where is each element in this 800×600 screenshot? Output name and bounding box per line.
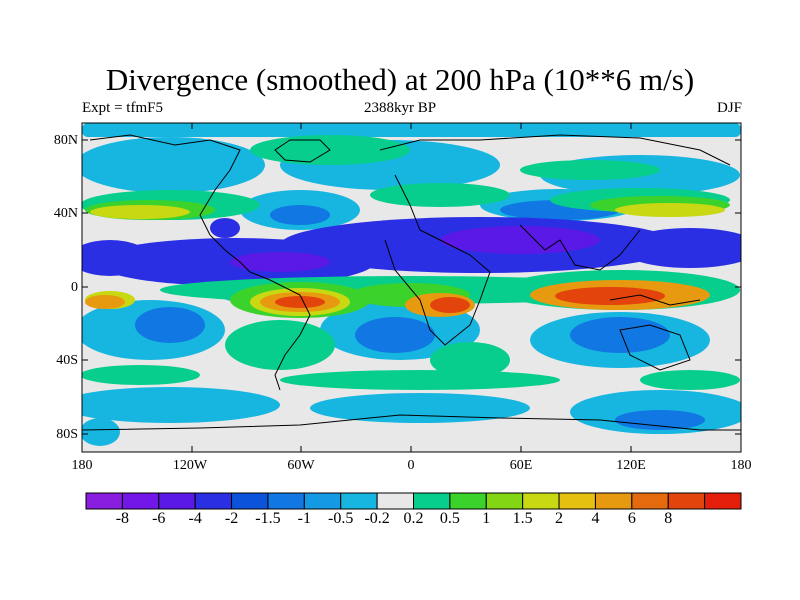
colorbar-box-10 <box>449 492 487 510</box>
lon-tick-180e: 180 <box>730 458 752 473</box>
colorbar-label: 8 <box>664 510 673 527</box>
colorbar-label: -8 <box>115 510 130 527</box>
lat-tick-0: 0 <box>71 280 78 295</box>
lat-tick-80s: 80S <box>56 427 78 442</box>
colorbar-box-11 <box>485 492 524 510</box>
colorbar-box-17 <box>704 492 742 510</box>
colorbar-label: 1 <box>482 510 491 527</box>
colorbar-label: 1.5 <box>512 510 533 527</box>
colorbar-box-6 <box>303 492 342 510</box>
colorbar-box-14 <box>594 492 633 510</box>
lon-tick-120e: 120E <box>616 458 646 473</box>
colorbar-label: -0.2 <box>364 510 390 527</box>
colorbar-label: 0.2 <box>403 510 424 527</box>
lon-tick-0: 0 <box>407 458 415 473</box>
colorbar-label: -1.5 <box>255 510 281 527</box>
colorbar-box-12 <box>522 492 560 510</box>
season-label: DJF <box>716 100 742 116</box>
colorbar-box-16 <box>667 492 706 510</box>
colorbar-box-4 <box>231 492 269 510</box>
lat-tick-80n: 80N <box>53 133 78 148</box>
colorbar-box-15 <box>631 492 669 510</box>
lon-tick-60w: 60W <box>287 458 315 473</box>
colorbar-box-1 <box>121 492 160 510</box>
colorbar-label: 6 <box>627 510 636 527</box>
colorbar-box-13 <box>558 492 596 510</box>
colorbar <box>85 492 742 510</box>
colorbar-label: 2 <box>555 510 564 527</box>
colorbar-box-9 <box>413 492 451 510</box>
plot-title: Divergence (smoothed) at 200 hPa (10**6 … <box>105 62 695 97</box>
colorbar-box-2 <box>158 492 196 510</box>
colorbar-box-3 <box>194 492 233 510</box>
colorbar-box-5 <box>267 492 305 510</box>
lon-tick-180w: 180 <box>71 458 93 473</box>
colorbar-box-8 <box>376 492 415 510</box>
colorbar-box-7 <box>340 492 378 510</box>
axis-ticks <box>82 123 741 452</box>
colorbar-box-0 <box>85 492 123 510</box>
colorbar-label: -0.5 <box>328 510 354 527</box>
map-field <box>82 123 741 452</box>
colorbar-label: -6 <box>152 510 166 527</box>
colorbar-label: -2 <box>224 510 239 527</box>
colorbar-label: -4 <box>188 510 202 527</box>
period-label: 2388kyr BP <box>363 100 437 116</box>
lat-tick-40n: 40N <box>53 206 78 221</box>
lat-tick-40s: 40S <box>56 353 78 368</box>
experiment-label: Expt = tfmF5 <box>82 100 163 116</box>
colorbar-label: -1 <box>297 510 311 527</box>
colorbar-label: 4 <box>591 510 600 527</box>
lon-tick-60e: 60E <box>509 458 533 473</box>
lon-tick-120w: 120W <box>172 458 208 473</box>
colorbar-label: 0.5 <box>439 510 460 527</box>
